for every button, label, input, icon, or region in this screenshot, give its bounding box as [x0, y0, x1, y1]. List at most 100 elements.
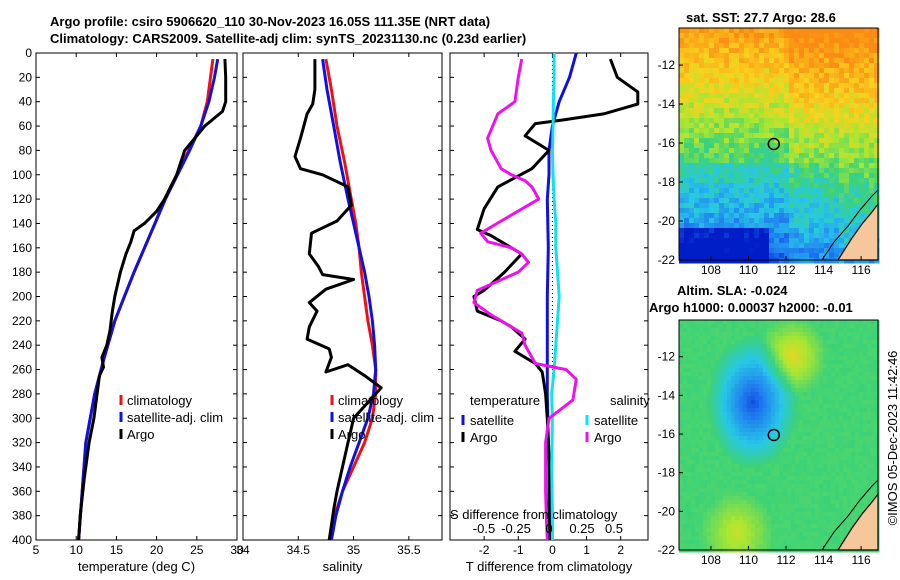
map-cell — [679, 480, 684, 485]
map-cell — [784, 143, 790, 149]
map-cell — [779, 38, 785, 44]
map-cell — [683, 364, 688, 369]
map-cell — [824, 148, 830, 154]
map-cell — [683, 340, 688, 345]
map-cell — [819, 468, 824, 473]
map-cell — [823, 528, 828, 533]
map-cell — [709, 218, 715, 224]
map-cell — [704, 133, 710, 139]
map-cell — [864, 193, 870, 199]
map-cell — [824, 133, 830, 139]
map-cell — [824, 163, 830, 169]
map-cell — [687, 396, 692, 401]
map-cell — [824, 63, 830, 69]
map-cell — [767, 388, 772, 393]
map-cell — [871, 488, 876, 493]
map-cell — [767, 408, 772, 413]
map-cell — [823, 476, 828, 481]
map-cell — [764, 258, 770, 264]
map-cell — [855, 364, 860, 369]
map-cell — [735, 400, 740, 405]
map-cell — [683, 476, 688, 481]
map-cell — [767, 500, 772, 505]
map-cell — [859, 424, 864, 429]
map-cell — [734, 128, 740, 134]
map-cell — [854, 118, 860, 124]
map-cell — [727, 532, 732, 537]
map-cell — [851, 356, 856, 361]
map-cell — [679, 376, 684, 381]
map-cell — [819, 203, 825, 209]
map-cell — [699, 520, 704, 525]
map-cell — [735, 392, 740, 397]
map-cell — [689, 63, 695, 69]
map-cell — [823, 468, 828, 473]
map-cell — [731, 356, 736, 361]
map-cell — [834, 38, 840, 44]
map-cell — [839, 218, 845, 224]
map-cell — [859, 404, 864, 409]
map-cell — [731, 384, 736, 389]
map-cell — [729, 193, 735, 199]
map-cell — [774, 78, 780, 84]
map-cell — [799, 392, 804, 397]
map-cell — [789, 203, 795, 209]
map-cell — [729, 133, 735, 139]
map-cell — [691, 324, 696, 329]
map-cell — [755, 544, 760, 549]
map-cell — [739, 168, 745, 174]
map-cell — [827, 392, 832, 397]
map-cell — [874, 88, 880, 94]
map-cell — [875, 472, 880, 477]
map-cell — [694, 33, 700, 39]
map-cell — [835, 472, 840, 477]
map-cell — [689, 183, 695, 189]
map-cell — [769, 113, 775, 119]
map-cell — [834, 253, 840, 259]
map-cell — [814, 168, 820, 174]
map-cell — [727, 376, 732, 381]
map-cell — [767, 448, 772, 453]
map-cell — [744, 183, 750, 189]
map-cell — [754, 133, 760, 139]
map-cell — [735, 432, 740, 437]
map-cell — [779, 404, 784, 409]
map-cell — [709, 53, 715, 59]
map-cell — [827, 384, 832, 389]
map-cell — [769, 163, 775, 169]
map-cell — [763, 488, 768, 493]
map-cell — [847, 324, 852, 329]
map-cell — [784, 213, 790, 219]
map-cell — [824, 58, 830, 64]
map-cell — [719, 248, 725, 254]
map-cell — [771, 344, 776, 349]
map-cell — [811, 452, 816, 457]
map-cell — [854, 68, 860, 74]
map-cell — [855, 352, 860, 357]
map-cell — [763, 332, 768, 337]
map-cell — [751, 484, 756, 489]
map-cell — [851, 344, 856, 349]
map-cell — [823, 444, 828, 449]
map-cell — [819, 143, 825, 149]
map-cell — [759, 183, 765, 189]
map-cell — [851, 372, 856, 377]
map-cell — [714, 93, 720, 99]
map-cell — [715, 360, 720, 365]
map-cell — [831, 364, 836, 369]
map-cell — [811, 544, 816, 549]
map-cell — [779, 408, 784, 413]
map-cell — [704, 233, 710, 239]
map-cell — [775, 544, 780, 549]
map-cell — [759, 218, 765, 224]
map-cell — [704, 253, 710, 259]
map-cell — [683, 500, 688, 505]
map-cell — [791, 320, 796, 325]
map-cell — [744, 133, 750, 139]
map-cell — [731, 320, 736, 325]
map-cell — [719, 384, 724, 389]
map-cell — [819, 464, 824, 469]
map-cell — [735, 448, 740, 453]
map-cell — [835, 524, 840, 529]
map-cell — [759, 133, 765, 139]
